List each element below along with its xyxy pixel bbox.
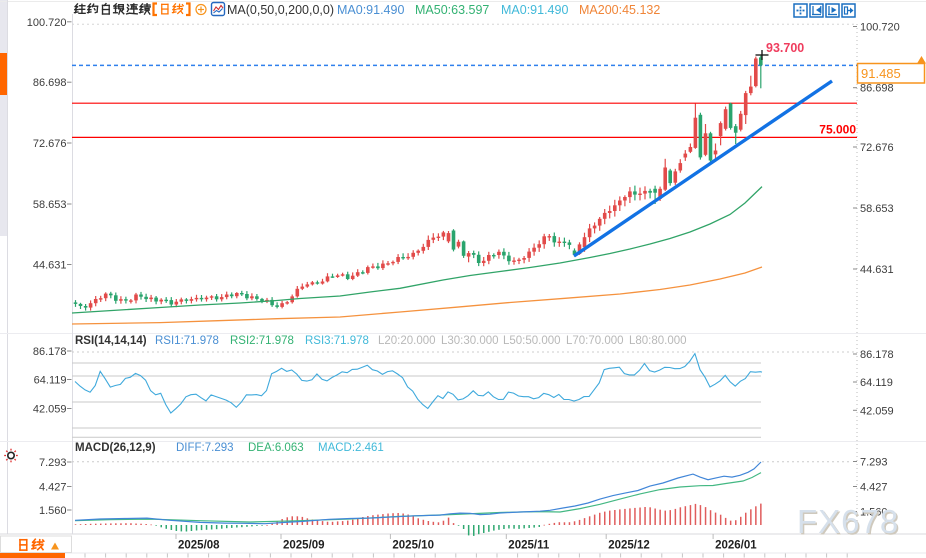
svg-text:MA50:63.597: MA50:63.597 — [415, 3, 489, 17]
svg-text:64.119: 64.119 — [34, 375, 67, 387]
svg-text:4.427: 4.427 — [860, 482, 888, 494]
svg-text:L20:20.000: L20:20.000 — [378, 335, 436, 347]
svg-text:RSI(14,14,14): RSI(14,14,14) — [75, 335, 147, 347]
svg-text:RSI2:71.978: RSI2:71.978 — [230, 335, 294, 347]
svg-text:7.293: 7.293 — [39, 457, 67, 469]
svg-text:RSI1:71.978: RSI1:71.978 — [155, 335, 219, 347]
svg-text:RSI3:71.978: RSI3:71.978 — [305, 335, 369, 347]
svg-text:2026/01: 2026/01 — [715, 540, 757, 552]
svg-text:1.560: 1.560 — [860, 507, 888, 519]
svg-text:MA0:91.490: MA0:91.490 — [501, 3, 568, 17]
svg-text:MACD(26,12,9): MACD(26,12,9) — [75, 442, 156, 454]
svg-text:FX678: FX678 — [799, 505, 901, 542]
svg-text:100.720: 100.720 — [860, 22, 900, 34]
svg-text:42.059: 42.059 — [33, 404, 67, 416]
svg-text:DEA:6.063: DEA:6.063 — [248, 442, 304, 454]
svg-text:4.427: 4.427 — [39, 482, 67, 494]
svg-text:86.698: 86.698 — [33, 77, 67, 89]
svg-text:2025/08: 2025/08 — [178, 540, 220, 552]
svg-text:2025/11: 2025/11 — [508, 540, 550, 552]
svg-text:MA200:45.132: MA200:45.132 — [579, 3, 660, 17]
svg-text:DIFF:7.293: DIFF:7.293 — [176, 442, 234, 454]
svg-text:72.676: 72.676 — [33, 138, 67, 150]
svg-text:MACD:2.461: MACD:2.461 — [318, 442, 384, 454]
svg-text:93.700: 93.700 — [766, 41, 804, 55]
svg-text:58.653: 58.653 — [33, 199, 67, 211]
svg-text:86.698: 86.698 — [860, 83, 894, 95]
svg-text:L80:80.000: L80:80.000 — [629, 335, 687, 347]
svg-text:FX678: FX678 — [797, 503, 899, 540]
svg-text:2025/09: 2025/09 — [283, 540, 325, 552]
svg-text:2025/12: 2025/12 — [608, 540, 650, 552]
svg-text:44.631: 44.631 — [860, 264, 894, 276]
svg-text:MA(0,50,0,200,0,0): MA(0,50,0,200,0,0) — [227, 3, 334, 17]
svg-text:86.178: 86.178 — [860, 349, 894, 361]
svg-text:100.720: 100.720 — [27, 17, 67, 29]
svg-text:L30:30.000: L30:30.000 — [441, 335, 499, 347]
svg-text:2025/10: 2025/10 — [392, 540, 434, 552]
svg-text:7.293: 7.293 — [860, 457, 888, 469]
svg-text:75.000: 75.000 — [819, 123, 856, 137]
svg-text:L70:70.000: L70:70.000 — [566, 335, 624, 347]
svg-text:91.485: 91.485 — [861, 66, 901, 81]
svg-text:72.676: 72.676 — [860, 142, 894, 154]
svg-text:MA0:91.490: MA0:91.490 — [337, 3, 404, 17]
svg-text:42.059: 42.059 — [860, 405, 894, 417]
svg-text:64.119: 64.119 — [860, 377, 893, 389]
svg-text:1.560: 1.560 — [39, 505, 67, 517]
svg-text:44.631: 44.631 — [33, 260, 67, 272]
svg-text:86.178: 86.178 — [33, 346, 67, 358]
svg-text:L50:50.000: L50:50.000 — [503, 335, 561, 347]
svg-text:58.653: 58.653 — [860, 203, 894, 215]
